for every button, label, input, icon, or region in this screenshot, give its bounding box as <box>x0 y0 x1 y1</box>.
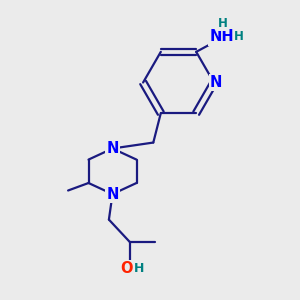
Text: H: H <box>134 262 145 275</box>
Text: O: O <box>121 261 133 276</box>
Text: NH: NH <box>209 29 234 44</box>
Text: N: N <box>210 75 223 90</box>
Text: H: H <box>234 30 244 43</box>
Text: N: N <box>106 141 119 156</box>
Text: H: H <box>218 17 227 30</box>
Text: N: N <box>106 187 119 202</box>
